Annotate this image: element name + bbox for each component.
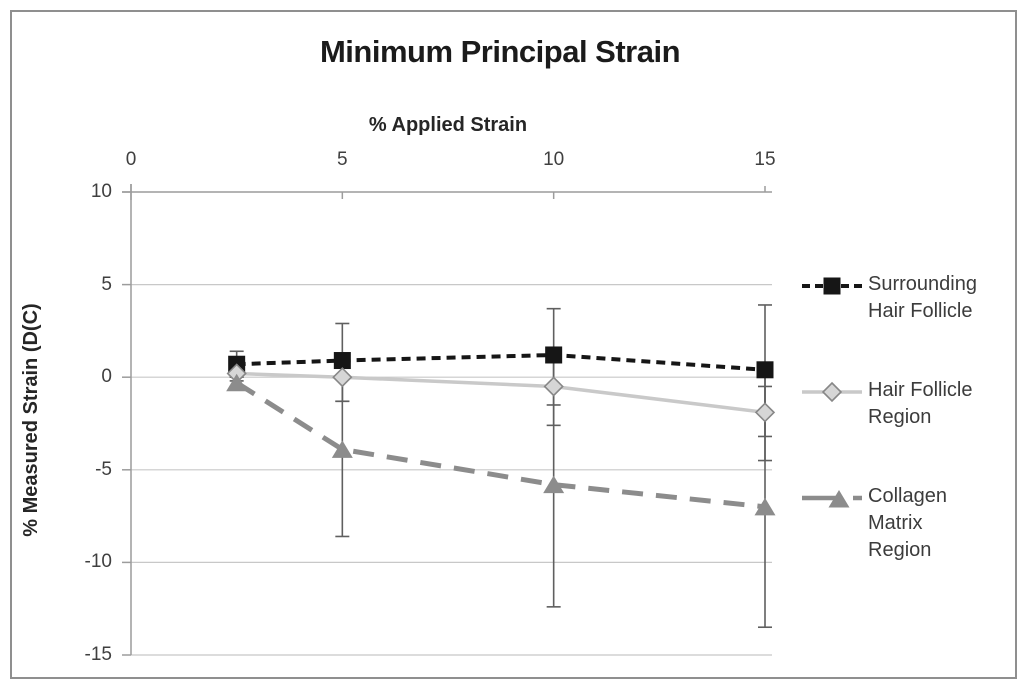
legend-item: Hair Follicle Region	[801, 377, 972, 431]
data-point-diamond-marker	[543, 376, 564, 397]
data-point-square-marker	[756, 361, 774, 379]
data-point-square-marker	[545, 346, 563, 364]
data-point-triangle-marker	[226, 373, 248, 392]
x-tick-label: 10	[543, 149, 565, 170]
legend-item: Collagen Matrix Region	[801, 483, 947, 564]
chart-title: Minimum Principal Strain	[319, 34, 681, 69]
series-line-square	[236, 352, 766, 372]
series-line-diamond	[236, 371, 766, 415]
data-point-square-marker	[333, 352, 351, 370]
chart-border	[10, 10, 1017, 679]
x-tick-label: 5	[337, 149, 348, 170]
legend-triangle-icon	[802, 490, 862, 508]
legend-label: Hair Follicle Region	[868, 379, 973, 428]
data-point-triangle-marker	[331, 440, 353, 458]
data-point-triangle-marker	[754, 497, 776, 516]
y-tick-label: 10	[90, 181, 112, 202]
legend-diamond-icon	[802, 381, 862, 403]
y-tick-label: -5	[95, 458, 112, 480]
data-point-square-marker	[823, 277, 841, 295]
data-point-diamond-marker	[754, 402, 776, 423]
data-point-triangle-marker	[543, 475, 565, 494]
y-tick-label: -10	[84, 551, 112, 573]
y-tick-label: 0	[101, 366, 112, 388]
data-point-diamond-marker	[332, 367, 353, 388]
series-line-triangle	[235, 380, 766, 510]
x-tick-label: 15	[754, 149, 776, 170]
legend-item: Surrounding Hair Follicle	[801, 271, 977, 325]
y-tick-label: -15	[84, 644, 112, 665]
y-tick-label: 5	[101, 273, 112, 295]
x-tick-label: 0	[125, 149, 137, 170]
data-point-diamond-marker	[821, 381, 843, 403]
legend-label: Surrounding Hair Follicle	[868, 273, 977, 322]
x-axis-title: % Applied Strain	[368, 114, 528, 136]
legend-label: Collagen Matrix Region	[868, 485, 947, 561]
legend-square-icon	[802, 277, 862, 295]
data-point-triangle-marker	[828, 490, 850, 508]
